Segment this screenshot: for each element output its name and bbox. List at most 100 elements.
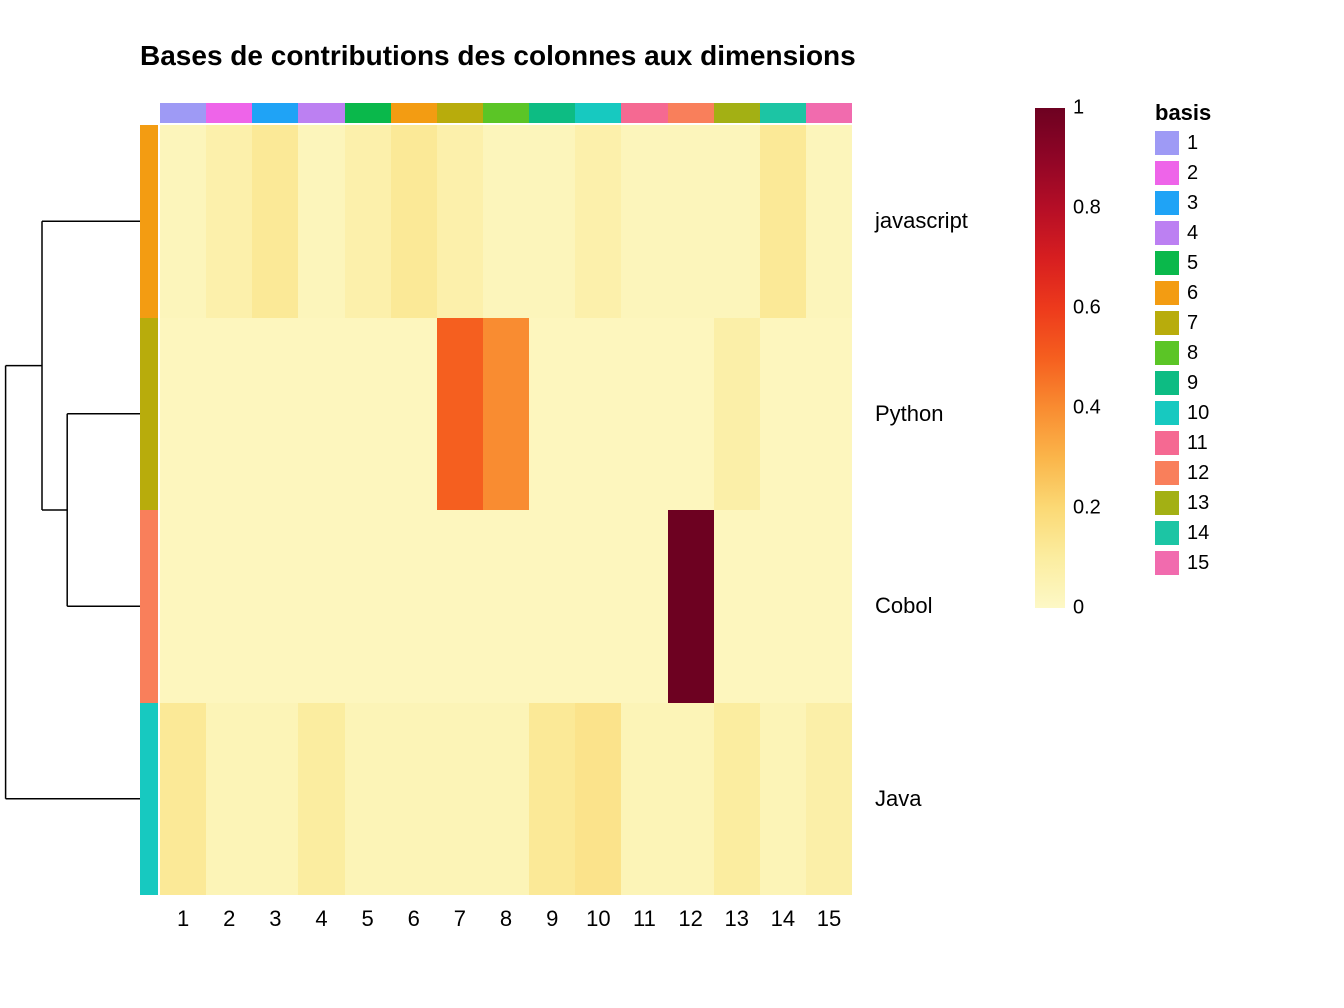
legend-item: 9: [1155, 368, 1325, 398]
heatmap-cell: [668, 318, 714, 511]
color-scale-tick: 0: [1073, 597, 1084, 620]
heatmap-cell: [437, 125, 483, 318]
column-label: 2: [206, 900, 252, 940]
legend-item: 14: [1155, 518, 1325, 548]
heatmap-cell: [298, 318, 344, 511]
row-annotation-cell: [140, 703, 158, 896]
heatmap-cell: [621, 125, 667, 318]
heatmap-row: [160, 510, 852, 703]
color-scale: 00.20.40.60.81: [1035, 108, 1130, 608]
heatmap-cell: [668, 703, 714, 896]
legend-item: 4: [1155, 218, 1325, 248]
heatmap-cell: [529, 510, 575, 703]
column-annotation-cell: [298, 103, 344, 123]
legend-item: 1: [1155, 128, 1325, 158]
row-label: Java: [875, 703, 1020, 896]
column-annotation-cell: [391, 103, 437, 123]
column-label: 7: [437, 900, 483, 940]
legend-swatch: [1155, 461, 1179, 485]
heatmap-row: [160, 703, 852, 896]
column-label: 12: [668, 900, 714, 940]
column-label: 10: [575, 900, 621, 940]
column-annotation-cell: [714, 103, 760, 123]
column-annotation-cell: [252, 103, 298, 123]
heatmap-cell: [575, 125, 621, 318]
heatmap-cell: [391, 318, 437, 511]
color-scale-gradient: [1035, 108, 1065, 608]
column-label: 8: [483, 900, 529, 940]
legend-label: 10: [1187, 402, 1209, 425]
legend-item: 3: [1155, 188, 1325, 218]
heatmap-cell: [621, 318, 667, 511]
legend-label: 9: [1187, 372, 1198, 395]
heatmap-cell: [529, 318, 575, 511]
heatmap-cell: [575, 318, 621, 511]
legend-item: 8: [1155, 338, 1325, 368]
column-annotation-cell: [437, 103, 483, 123]
heatmap-cell: [760, 703, 806, 896]
column-annotation-strip: [160, 103, 852, 123]
heatmap-cell: [760, 318, 806, 511]
heatmap-cell: [345, 510, 391, 703]
column-label: 5: [345, 900, 391, 940]
color-scale-tick: 0.8: [1073, 197, 1101, 220]
column-annotation-cell: [621, 103, 667, 123]
legend-swatch: [1155, 251, 1179, 275]
legend-swatch: [1155, 521, 1179, 545]
legend-item: 5: [1155, 248, 1325, 278]
heatmap-row: [160, 125, 852, 318]
legend-label: 14: [1187, 522, 1209, 545]
heatmap-cell: [298, 510, 344, 703]
heatmap-cell: [252, 510, 298, 703]
column-label: 1: [160, 900, 206, 940]
heatmap-cell: [760, 125, 806, 318]
row-annotation-cell: [140, 318, 158, 511]
legend-swatch: [1155, 311, 1179, 335]
column-annotation-cell: [575, 103, 621, 123]
row-label: Cobol: [875, 510, 1020, 703]
legend-swatch: [1155, 551, 1179, 575]
color-scale-tick: 0.2: [1073, 497, 1101, 520]
legend-label: 8: [1187, 342, 1198, 365]
legend-label: 15: [1187, 552, 1209, 575]
heatmap-cell: [391, 125, 437, 318]
heatmap-cell: [437, 703, 483, 896]
heatmap-row: [160, 318, 852, 511]
heatmap-cell: [160, 125, 206, 318]
column-labels: 123456789101112131415: [160, 900, 852, 940]
heatmap-cell: [391, 703, 437, 896]
heatmap-cell: [206, 125, 252, 318]
heatmap-cell: [298, 703, 344, 896]
column-label: 4: [298, 900, 344, 940]
legend-label: 13: [1187, 492, 1209, 515]
legend-item: 10: [1155, 398, 1325, 428]
heatmap-cell: [806, 510, 852, 703]
legend-item: 2: [1155, 158, 1325, 188]
heatmap-cell: [483, 125, 529, 318]
heatmap-cell: [391, 510, 437, 703]
legend-swatch: [1155, 161, 1179, 185]
color-scale-ticks: 00.20.40.60.81: [1073, 108, 1128, 608]
heatmap-cell: [806, 318, 852, 511]
row-annotation-cell: [140, 510, 158, 703]
heatmap-cell: [760, 510, 806, 703]
heatmap-cell: [714, 703, 760, 896]
column-annotation-cell: [483, 103, 529, 123]
heatmap-cell: [252, 125, 298, 318]
heatmap-cell: [252, 703, 298, 896]
heatmap-cell: [345, 125, 391, 318]
legend-label: 11: [1187, 432, 1208, 455]
legend-label: 1: [1187, 132, 1198, 155]
heatmap-cell: [621, 703, 667, 896]
legend-swatch: [1155, 431, 1179, 455]
legend-swatch: [1155, 491, 1179, 515]
column-label: 14: [760, 900, 806, 940]
legend-label: 3: [1187, 192, 1198, 215]
legend-label: 6: [1187, 282, 1198, 305]
column-label: 3: [252, 900, 298, 940]
heatmap-cell: [714, 125, 760, 318]
row-annotation-cell: [140, 125, 158, 318]
heatmap-cell: [298, 125, 344, 318]
heatmap-cell: [668, 510, 714, 703]
column-annotation-cell: [206, 103, 252, 123]
